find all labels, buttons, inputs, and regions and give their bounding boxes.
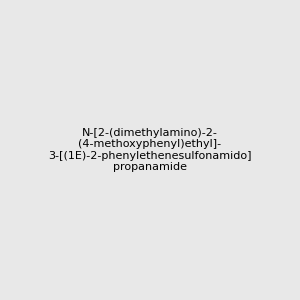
Text: N-[2-(dimethylamino)-2-
(4-methoxyphenyl)ethyl]-
3-[(1E)-2-phenylethenesulfonami: N-[2-(dimethylamino)-2- (4-methoxyphenyl…	[48, 128, 252, 172]
